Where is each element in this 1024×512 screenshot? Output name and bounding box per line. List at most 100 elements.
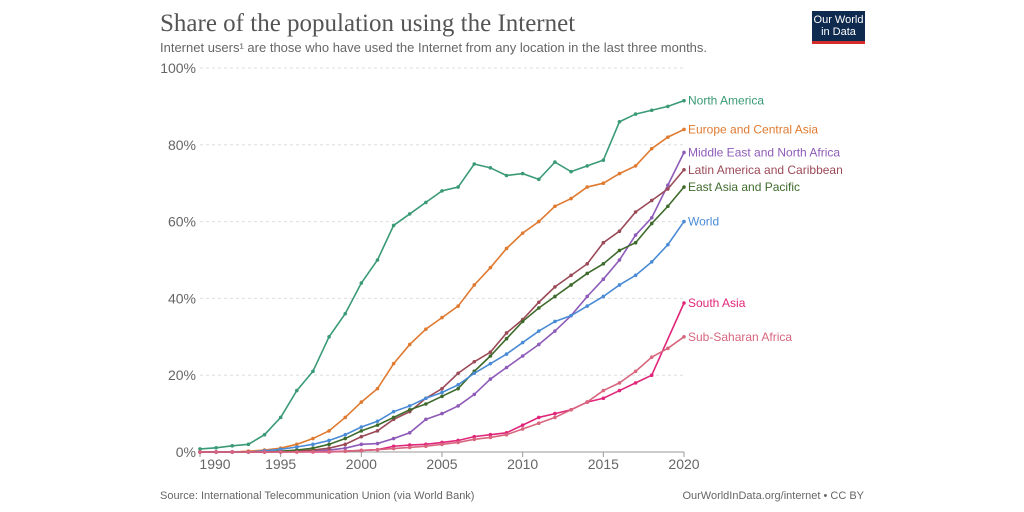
data-point-sub-saharan-africa bbox=[198, 450, 202, 454]
data-point-world bbox=[504, 352, 509, 356]
data-point-east-asia-and-pacific bbox=[488, 354, 493, 358]
data-point-south-asia bbox=[617, 388, 622, 393]
data-point-latin-america-and-caribbean bbox=[359, 434, 364, 439]
data-point-world bbox=[633, 273, 638, 278]
data-point-europe-and-central-asia bbox=[617, 171, 622, 176]
data-point-sub-saharan-africa bbox=[537, 421, 541, 426]
data-point-east-asia-and-pacific bbox=[537, 306, 541, 310]
data-point-world bbox=[295, 445, 299, 449]
x-tick-label: 2015 bbox=[588, 456, 619, 472]
data-point-latin-america-and-caribbean bbox=[537, 300, 541, 305]
data-point-europe-and-central-asia bbox=[504, 246, 509, 251]
series-line-latin-america-and-caribbean bbox=[200, 169, 685, 453]
data-point-north-america bbox=[375, 258, 380, 262]
data-point-sub-saharan-africa bbox=[295, 450, 299, 454]
data-point-latin-america-and-caribbean bbox=[553, 285, 557, 289]
data-point-world bbox=[456, 383, 460, 387]
data-point-middle-east-and-north-africa bbox=[488, 377, 493, 381]
data-point-north-america bbox=[553, 160, 557, 164]
data-point-world bbox=[649, 260, 654, 264]
x-tick-label: 2005 bbox=[426, 456, 457, 472]
data-point-sub-saharan-africa bbox=[391, 446, 396, 451]
data-point-europe-and-central-asia bbox=[537, 219, 541, 224]
data-point-sub-saharan-africa bbox=[617, 381, 622, 385]
data-point-east-asia-and-pacific bbox=[407, 407, 412, 412]
data-point-sub-saharan-africa bbox=[682, 335, 686, 339]
data-point-east-asia-and-pacific bbox=[682, 185, 686, 189]
data-point-north-america bbox=[569, 169, 573, 174]
data-point-east-asia-and-pacific bbox=[440, 394, 444, 399]
x-tick-label: 2010 bbox=[507, 456, 538, 472]
data-point-north-america bbox=[262, 432, 267, 437]
data-point-south-asia bbox=[488, 432, 493, 437]
data-point-sub-saharan-africa bbox=[456, 440, 460, 445]
data-point-latin-america-and-caribbean bbox=[327, 446, 331, 450]
data-point-south-asia bbox=[649, 373, 654, 378]
data-point-world bbox=[440, 390, 444, 395]
data-point-middle-east-and-north-africa bbox=[472, 392, 477, 397]
data-point-east-asia-and-pacific bbox=[520, 319, 525, 324]
data-point-middle-east-and-north-africa bbox=[375, 441, 380, 446]
credit-link[interactable]: OurWorldInData.org/internet • CC BY bbox=[682, 490, 864, 502]
data-point-latin-america-and-caribbean bbox=[649, 198, 654, 203]
data-point-latin-america-and-caribbean bbox=[472, 359, 477, 364]
data-point-europe-and-central-asia bbox=[682, 127, 686, 132]
data-point-europe-and-central-asia bbox=[311, 436, 315, 441]
data-point-europe-and-central-asia bbox=[343, 415, 348, 420]
data-point-middle-east-and-north-africa bbox=[391, 436, 396, 441]
data-point-north-america bbox=[246, 442, 251, 447]
data-point-world bbox=[537, 329, 541, 333]
y-tick-label: 0% bbox=[176, 444, 196, 460]
data-point-east-asia-and-pacific bbox=[569, 283, 573, 287]
data-point-north-america bbox=[327, 335, 331, 339]
data-point-sub-saharan-africa bbox=[278, 450, 283, 454]
data-point-world bbox=[375, 419, 380, 424]
data-point-latin-america-and-caribbean bbox=[585, 262, 589, 266]
data-point-sub-saharan-africa bbox=[472, 437, 477, 442]
data-point-east-asia-and-pacific bbox=[424, 402, 428, 406]
y-tick-label: 20% bbox=[168, 367, 196, 383]
data-point-south-asia bbox=[537, 415, 541, 420]
data-point-sub-saharan-africa bbox=[246, 450, 251, 454]
data-point-sub-saharan-africa bbox=[569, 407, 573, 412]
series-line-south-asia bbox=[200, 302, 685, 453]
data-point-sub-saharan-africa bbox=[553, 415, 557, 420]
data-point-sub-saharan-africa bbox=[488, 435, 493, 440]
data-point-north-america bbox=[311, 369, 315, 374]
data-point-south-asia bbox=[633, 381, 638, 385]
data-point-middle-east-and-north-africa bbox=[359, 442, 364, 447]
data-point-north-america bbox=[537, 177, 541, 182]
data-point-north-america bbox=[617, 119, 622, 124]
series-label-south-asia: South Asia bbox=[688, 296, 746, 310]
data-point-europe-and-central-asia bbox=[472, 283, 477, 287]
series-label-sub-saharan-africa: Sub-Saharan Africa bbox=[688, 330, 792, 344]
data-point-east-asia-and-pacific bbox=[359, 429, 364, 433]
data-point-middle-east-and-north-africa bbox=[456, 404, 460, 408]
data-point-north-america bbox=[633, 112, 638, 116]
data-point-sub-saharan-africa bbox=[520, 427, 525, 431]
data-point-north-america bbox=[214, 445, 218, 450]
data-point-north-america bbox=[391, 223, 396, 228]
data-point-north-america bbox=[488, 166, 493, 170]
data-point-south-asia bbox=[682, 301, 686, 305]
data-point-latin-america-and-caribbean bbox=[666, 187, 670, 191]
data-point-sub-saharan-africa bbox=[327, 449, 331, 454]
data-point-east-asia-and-pacific bbox=[343, 436, 348, 441]
series-label-east-asia-and-pacific: East Asia and Pacific bbox=[688, 180, 800, 194]
data-point-europe-and-central-asia bbox=[633, 164, 638, 168]
x-tick-label: 1995 bbox=[265, 456, 296, 472]
data-point-north-america bbox=[585, 164, 589, 168]
source-note: Source: International Telecommunication … bbox=[160, 490, 475, 502]
data-point-north-america bbox=[682, 98, 686, 103]
data-point-middle-east-and-north-africa bbox=[601, 277, 606, 282]
data-point-sub-saharan-africa bbox=[214, 450, 218, 454]
data-point-north-america bbox=[198, 447, 202, 451]
data-point-latin-america-and-caribbean bbox=[682, 167, 686, 172]
data-point-north-america bbox=[295, 388, 299, 393]
data-point-middle-east-and-north-africa bbox=[407, 431, 412, 435]
y-tick-label: 40% bbox=[168, 290, 196, 306]
data-point-middle-east-and-north-africa bbox=[666, 183, 670, 187]
data-point-latin-america-and-caribbean bbox=[456, 371, 460, 376]
owid-logo[interactable]: Our World in Data bbox=[812, 11, 865, 44]
